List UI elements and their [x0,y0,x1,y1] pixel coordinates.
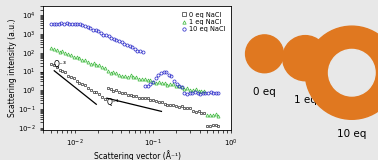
0 eq NaCl [77,82,82,84]
1 eq NaCl [77,57,82,59]
10 eq NaCl [138,51,142,52]
10 eq NaCl [211,92,215,93]
10 eq NaCl [198,92,203,94]
X-axis label: Scattering vector (Å⁻¹): Scattering vector (Å⁻¹) [93,150,181,160]
10 eq NaCl [101,34,105,36]
10 eq NaCl [49,23,53,25]
Line: 1 eq NaCl: 1 eq NaCl [50,47,220,117]
0 eq NaCl [216,125,221,127]
Circle shape [305,26,378,119]
1 eq NaCl [216,115,221,117]
Line: 10 eq NaCl: 10 eq NaCl [50,22,220,95]
10 eq NaCl [91,29,95,31]
Circle shape [246,35,284,73]
1 eq NaCl [105,70,110,72]
1 eq NaCl [49,48,53,49]
0 eq NaCl [49,63,53,65]
Circle shape [328,49,375,96]
Text: 1 eq: 1 eq [294,95,317,105]
Text: 10 eq: 10 eq [337,129,367,140]
Line: 0 eq NaCl: 0 eq NaCl [50,62,220,127]
10 eq NaCl [185,93,189,95]
1 eq NaCl [97,64,102,66]
Legend: 0 eq NaCl, 1 eq NaCl, 10 eq NaCl: 0 eq NaCl, 1 eq NaCl, 10 eq NaCl [179,10,227,34]
1 eq NaCl [103,67,107,69]
0 eq NaCl [105,87,110,89]
0 eq NaCl [208,125,212,127]
0 eq NaCl [97,93,102,95]
0 eq NaCl [91,91,96,93]
1 eq NaCl [154,82,158,84]
Text: Q⁻³: Q⁻³ [53,60,66,69]
10 eq NaCl [59,22,64,24]
0 eq NaCl [154,100,158,101]
Text: Q⁻¹: Q⁻¹ [107,98,120,107]
0 eq NaCl [103,98,107,100]
1 eq NaCl [91,62,96,64]
Circle shape [283,36,328,81]
10 eq NaCl [216,92,221,94]
Y-axis label: Scattering intensity (a.u.): Scattering intensity (a.u.) [8,19,17,117]
10 eq NaCl [122,43,127,45]
Text: 0 eq: 0 eq [253,87,276,97]
